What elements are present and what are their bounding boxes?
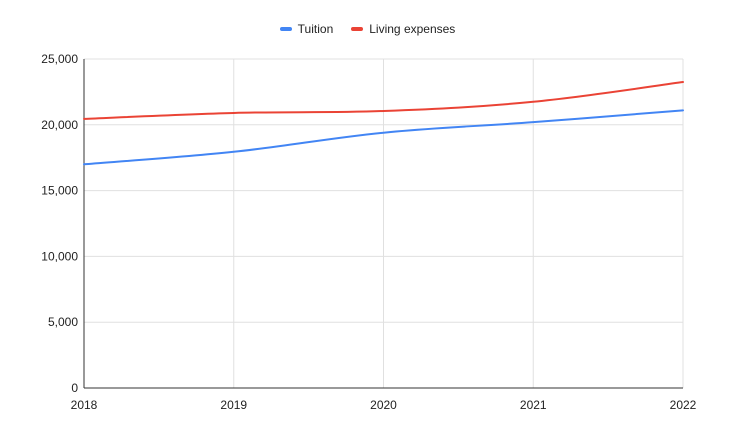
series-line-living-expenses[interactable]	[83, 81, 684, 120]
legend-item-tuition[interactable]: Tuition	[279, 22, 334, 36]
x-tick-label: 2022	[670, 398, 697, 412]
y-tick-label: 5,000	[48, 315, 78, 329]
x-tick-label: 2019	[220, 398, 247, 412]
tick-labels: 0 5,000 10,000 15,000 20,000 25,000 2018 2019 20…	[41, 52, 696, 412]
axes	[83, 59, 683, 389]
chart-legend: Tuition Living expenses	[0, 22, 735, 36]
y-tick-label: 15,000	[41, 184, 78, 198]
legend-label-living-expenses: Living expenses	[369, 22, 456, 36]
y-tick-label: 0	[71, 381, 78, 395]
legend-item-living-expenses[interactable]: Living expenses	[351, 22, 455, 36]
legend-swatch-tuition	[279, 27, 292, 31]
series-lines	[83, 81, 684, 166]
legend-label-tuition: Tuition	[297, 22, 334, 36]
y-tick-label: 25,000	[41, 52, 78, 66]
y-tick-label: 10,000	[41, 249, 78, 263]
y-tick-label: 20,000	[41, 118, 78, 132]
legend-swatch-living-expenses	[351, 27, 364, 31]
x-tick-label: 2020	[370, 398, 397, 412]
series-line-tuition[interactable]	[83, 109, 684, 166]
x-tick-label: 2021	[520, 398, 547, 412]
x-tick-label: 2018	[71, 398, 98, 412]
grid-lines	[84, 58, 684, 388]
